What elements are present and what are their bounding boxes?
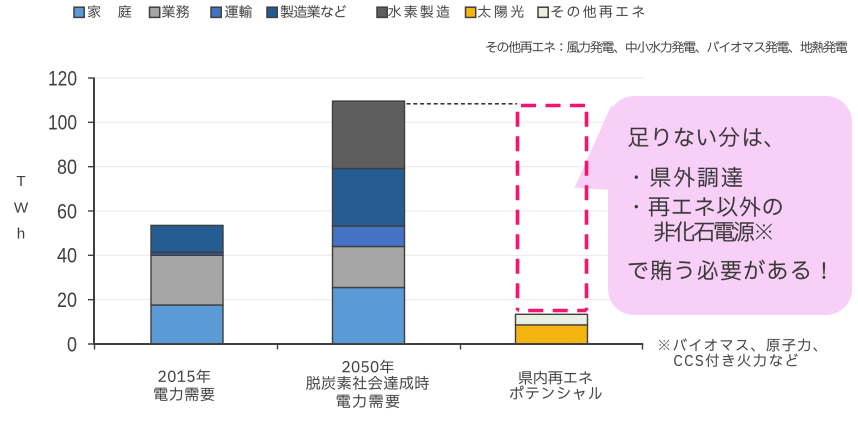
- svg-text:60: 60: [57, 200, 77, 223]
- svg-text:W: W: [14, 199, 29, 216]
- svg-text:40: 40: [57, 245, 77, 268]
- svg-text:100: 100: [48, 112, 77, 135]
- svg-text:T: T: [16, 173, 25, 190]
- svg-text:80: 80: [57, 156, 77, 179]
- svg-text:120: 120: [48, 67, 77, 90]
- svg-text:20: 20: [57, 289, 77, 312]
- svg-text:0: 0: [67, 333, 77, 356]
- svg-text:h: h: [17, 226, 25, 243]
